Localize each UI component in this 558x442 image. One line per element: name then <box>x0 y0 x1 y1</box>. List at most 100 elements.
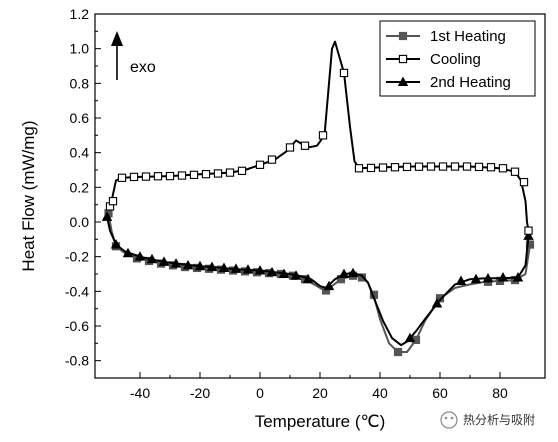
x-tick-label: 40 <box>372 385 388 401</box>
data-point <box>431 298 443 308</box>
legend-marker <box>398 54 408 64</box>
data-point <box>510 167 520 176</box>
data-point <box>338 268 350 279</box>
data-point <box>267 155 277 164</box>
data-point <box>201 170 211 179</box>
data-point <box>213 169 223 178</box>
data-point <box>101 211 113 221</box>
x-tick-label: 0 <box>256 385 264 401</box>
y-tick-label: 1.2 <box>70 6 90 22</box>
data-point <box>194 260 206 271</box>
legend-label: Cooling <box>430 51 481 68</box>
data-point <box>134 251 146 261</box>
y-tick-label: -0.6 <box>65 318 89 334</box>
data-point <box>435 294 445 303</box>
data-point <box>189 170 199 180</box>
legend: 1st Heating Cooling 2nd Heating <box>379 20 536 97</box>
data-point <box>170 258 182 268</box>
y-tick-label: 0.4 <box>70 145 90 161</box>
axis-ticks: -40 -20 0 20 40 60 80 -0.8 -0.6 -0.4 -0.2 0.0 0.2 0.4… <box>65 6 508 401</box>
legend-entry: Cooling <box>386 51 481 68</box>
data-point <box>177 171 187 180</box>
exo-arrow-head-icon <box>111 31 123 46</box>
data-point <box>455 275 467 285</box>
data-point <box>470 273 482 284</box>
data-point <box>524 226 533 235</box>
data-point <box>512 272 524 282</box>
legend-label: 2nd Heating <box>430 74 511 91</box>
data-point <box>354 164 364 173</box>
data-point <box>482 272 494 283</box>
data-point <box>225 168 235 177</box>
data-point <box>254 265 266 275</box>
legend-items: 1st Heating Cooling 2nd Heating <box>386 28 511 91</box>
y-tick-label: 1.0 <box>70 41 90 57</box>
watermark: 热分析与吸附 <box>440 411 535 429</box>
data-point <box>146 253 158 264</box>
series-layer <box>101 40 535 357</box>
data-point <box>347 267 359 278</box>
y-tick-label: -0.8 <box>65 353 89 369</box>
data-point <box>393 347 403 357</box>
data-point <box>110 239 122 249</box>
data-point <box>255 160 265 169</box>
exo-annotation: exo <box>111 31 156 80</box>
legend-entry: 1st Heating <box>386 28 506 45</box>
x-axis-label: Temperature (℃) <box>255 412 386 431</box>
x-tick-label: 80 <box>492 385 508 401</box>
legend-entry: 2nd Heating <box>386 74 511 91</box>
data-point <box>414 162 424 171</box>
series-line <box>107 213 531 353</box>
x-tick-label: 20 <box>312 385 328 401</box>
x-tick-label: -20 <box>190 385 210 401</box>
data-point <box>182 259 194 270</box>
wechat-logo-dot <box>444 416 448 420</box>
y-tick-label: 0.8 <box>70 75 90 91</box>
data-point <box>462 162 472 171</box>
data-point <box>278 268 290 279</box>
data-point <box>141 172 151 181</box>
data-point <box>302 273 314 284</box>
wechat-logo-dot <box>450 416 454 420</box>
data-point <box>450 162 460 171</box>
data-point <box>230 263 242 273</box>
data-point <box>438 162 448 171</box>
data-point <box>497 272 509 282</box>
x-tick-label: -40 <box>130 385 150 401</box>
data-point <box>165 171 175 181</box>
data-point <box>237 166 247 176</box>
data-point <box>339 68 349 78</box>
data-point <box>366 163 376 173</box>
data-point <box>323 280 335 291</box>
y-tick-label: 0.2 <box>70 179 90 195</box>
wechat-logo-icon <box>440 411 458 429</box>
data-point <box>519 177 529 187</box>
data-point <box>153 172 163 181</box>
exo-label: exo <box>130 59 156 76</box>
y-axis-label: Heat Flow (mW/mg) <box>19 120 38 271</box>
data-point <box>486 163 496 172</box>
legend-marker <box>398 31 408 41</box>
data-point <box>117 173 127 182</box>
data-point <box>108 197 118 206</box>
data-point <box>474 162 484 172</box>
watermark-text: 热分析与吸附 <box>463 413 535 427</box>
series-cooling <box>105 40 533 235</box>
data-point <box>266 266 278 277</box>
y-tick-label: -0.2 <box>65 249 89 265</box>
data-point <box>426 162 436 171</box>
data-point <box>357 273 367 282</box>
data-point <box>404 332 416 343</box>
data-point <box>318 131 328 140</box>
data-point <box>402 162 412 172</box>
data-point <box>206 261 218 272</box>
y-tick-label: -0.4 <box>65 283 89 299</box>
data-point <box>242 264 254 274</box>
data-point <box>122 247 134 258</box>
legend-label: 1st Heating <box>430 28 506 45</box>
data-point <box>218 262 230 272</box>
series-1st-heating <box>104 209 535 357</box>
data-point <box>158 256 170 266</box>
data-point <box>300 141 310 150</box>
